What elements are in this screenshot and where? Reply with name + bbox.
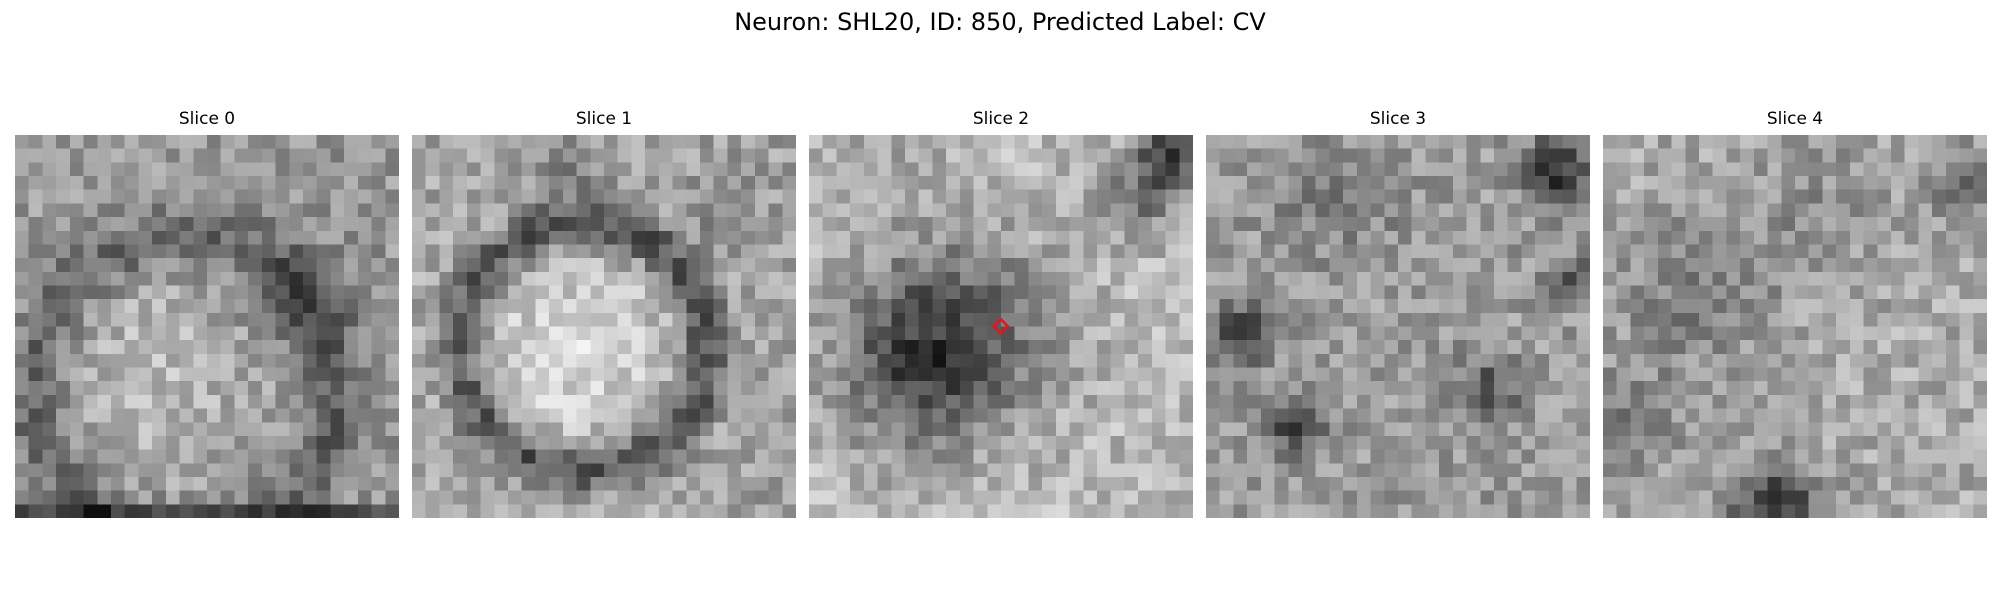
slice-panel-2: Slice 2 [809,108,1193,518]
slice-panel-4: Slice 4 [1603,108,1987,518]
slice-panel-3: Slice 3 [1206,108,1590,518]
em-slice-image [412,135,796,518]
slice-panel-1: Slice 1 [412,108,796,518]
figure-title: Neuron: SHL20, ID: 850, Predicted Label:… [734,8,1266,36]
em-slice-image [1603,135,1987,518]
slice-title: Slice 3 [1369,109,1427,129]
em-slice-image [15,135,399,518]
slice-title: Slice 4 [1766,109,1824,129]
em-slice-image [809,135,1193,518]
slice-title: Slice 1 [575,109,633,129]
em-slice-image [1206,135,1590,518]
slice-title: Slice 2 [972,109,1030,129]
slice-title: Slice 0 [178,109,236,129]
slice-panel-0: Slice 0 [15,108,399,518]
